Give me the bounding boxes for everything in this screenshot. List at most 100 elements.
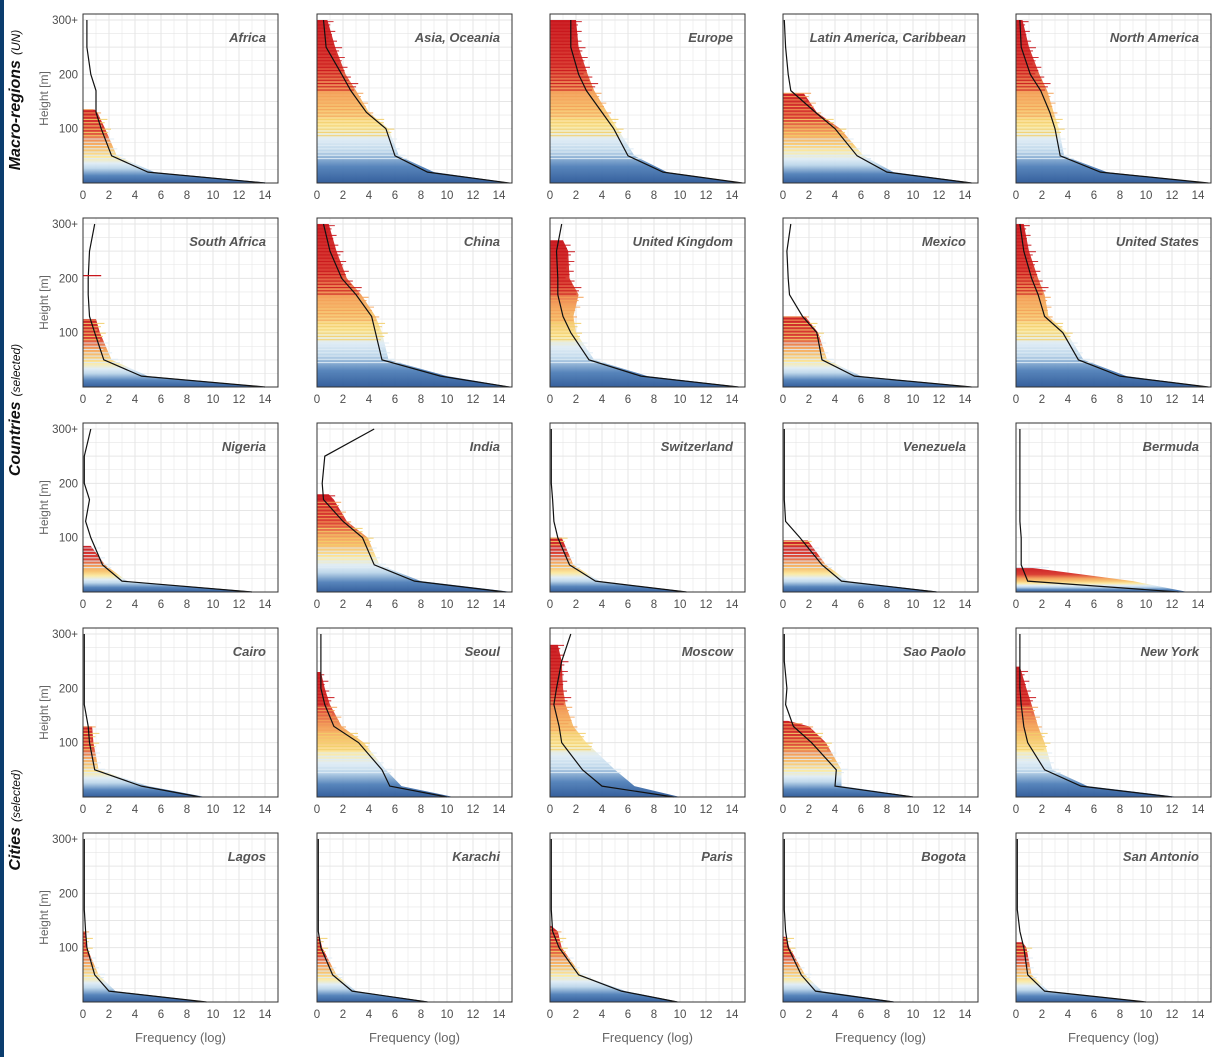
panel-title: Europe [688,30,733,45]
x-axis-label: Frequency (log) [835,1030,926,1045]
x-tick-label: 8 [1117,394,1123,406]
x-tick-label: 12 [700,190,713,202]
row-group-sub: (selected) [9,769,23,822]
panel-frame [82,832,279,1003]
x-tick-label: 4 [132,804,139,816]
x-tick-label: 2 [806,190,812,202]
panel-title: United States [1116,234,1199,249]
x-tick-label: 14 [493,804,506,816]
density-curve [783,634,914,798]
y-tick-label: 200 [59,69,78,81]
panel-frame [549,13,746,184]
x-tick-label: 12 [233,1009,246,1021]
x-tick-label: 8 [184,394,190,406]
density-curve [86,20,266,184]
x-tick-label: 6 [858,394,864,406]
x-tick-label: 6 [625,599,631,611]
x-tick-label: 0 [80,599,86,611]
panel-title: New York [1140,644,1199,659]
panel-frame [1015,217,1212,388]
x-tick-label: 10 [907,804,920,816]
x-tick-label: 14 [959,804,972,816]
x-tick-label: 12 [933,1009,946,1021]
x-tick-label: 8 [884,599,890,611]
density-curve [317,839,428,1003]
x-tick-label: 14 [259,1009,272,1021]
x-tick-label: 6 [392,804,398,816]
x-tick-label: 10 [674,1009,687,1021]
panel-title: Bogota [921,849,966,864]
x-tick-label: 14 [1192,599,1205,611]
panel-title: Cairo [233,644,266,659]
panel-background [83,833,278,1002]
height-histogram-fill [783,93,976,183]
x-tick-label: 8 [651,599,657,611]
x-tick-label: 4 [132,394,139,406]
panel-mexico: Mexico 0 2 4 6 8 10 12 14 [780,217,979,406]
x-tick-label: 0 [780,804,786,816]
x-tick-label: 12 [233,190,246,202]
x-tick-label: 14 [1192,804,1205,816]
x-tick-label: 10 [207,1009,220,1021]
x-tick-label: 4 [1065,394,1072,406]
panel-united-kingdom: United Kingdom 0 2 4 6 8 10 12 14 [547,217,746,406]
x-tick-label: 8 [1117,804,1123,816]
x-tick-label: 10 [1140,190,1153,202]
x-tick-label: 2 [806,1009,812,1021]
x-tick-label: 10 [207,190,220,202]
panel-switzerland: Switzerland 0 2 4 6 8 10 12 14 [547,422,746,611]
x-tick-label: 6 [392,1009,398,1021]
panel-title: Africa [228,30,266,45]
x-tick-label: 6 [158,394,164,406]
x-tick-label: 0 [314,599,320,611]
density-curve [83,839,207,1003]
row-group-name: Macro-regions [7,60,24,170]
x-tick-label: 8 [184,190,190,202]
x-tick-label: 8 [1117,1009,1123,1021]
x-tick-label: 14 [493,190,506,202]
x-tick-label: 6 [858,804,864,816]
panel-new-york: New York 0 2 4 6 8 10 12 14 [1013,627,1212,816]
y-tick-label: 200 [59,273,78,285]
x-tick-label: 14 [493,1009,506,1021]
x-tick-label: 4 [132,599,139,611]
panel-frame [782,832,979,1003]
x-tick-label: 0 [1013,190,1019,202]
y-tick-label: 100 [59,943,78,955]
x-tick-label: 12 [1166,394,1179,406]
density-curve [783,429,937,593]
y-axis-label: Height [m] [37,685,51,740]
panel-background [550,423,745,592]
row-group-sub: (selected) [9,344,23,397]
x-tick-label: 2 [340,394,346,406]
panel-frame [782,217,979,388]
x-tick-label: 0 [80,190,86,202]
x-tick-label: 8 [651,394,657,406]
y-tick-label: 300+ [52,424,78,436]
y-tick-label: 100 [59,738,78,750]
x-tick-label: 2 [1039,599,1045,611]
x-tick-label: 6 [158,804,164,816]
panel-frame [82,422,279,593]
x-tick-label: 10 [1140,804,1153,816]
panel-bermuda: Bermuda 0 2 4 6 8 10 12 14 [1013,422,1212,611]
panel-asia-oceania: Asia, Oceania 0 2 4 6 8 10 12 14 [314,13,513,202]
row-group-sub: (UN) [9,30,23,55]
density-curve [83,634,201,798]
x-tick-label: 2 [1039,190,1045,202]
x-tick-label: 6 [158,599,164,611]
y-tick-label: 100 [59,533,78,545]
x-tick-label: 0 [314,394,320,406]
x-tick-label: 8 [884,1009,890,1021]
x-tick-label: 12 [467,1009,480,1021]
x-tick-label: 6 [158,1009,164,1021]
height-histogram-fill [783,936,898,1002]
x-tick-label: 14 [726,804,739,816]
panel-frame [316,832,513,1003]
y-axis-label: Height [m] [37,71,51,126]
x-tick-label: 6 [625,1009,631,1021]
x-tick-label: 0 [780,394,786,406]
x-tick-label: 14 [959,394,972,406]
x-tick-label: 10 [907,394,920,406]
